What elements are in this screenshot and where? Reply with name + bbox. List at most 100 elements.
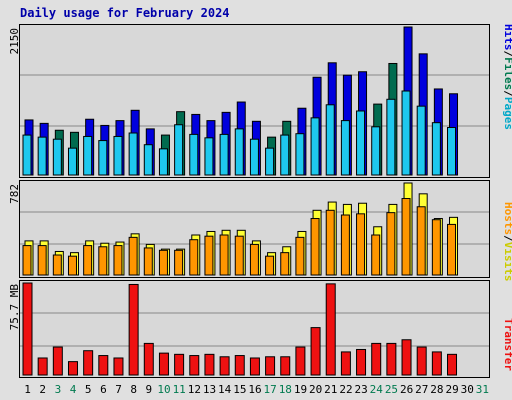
transfer-label: Transfer xyxy=(502,318,512,371)
hosts-bar xyxy=(386,212,396,276)
files-bar xyxy=(234,128,244,176)
files-bar xyxy=(416,105,426,176)
files-bar xyxy=(52,138,62,176)
transfer-bar xyxy=(158,352,169,376)
transfer-bar xyxy=(219,356,230,376)
transfer-ymax-label: 75.7 MB xyxy=(8,284,21,331)
hosts-bar xyxy=(356,213,366,276)
transfer-bar xyxy=(174,353,185,376)
transfer-bar xyxy=(113,357,124,376)
hits-label: Hits xyxy=(502,24,512,51)
chart-title: Daily usage for February 2024 xyxy=(20,6,230,20)
files-bar xyxy=(371,126,381,176)
transfer-bar xyxy=(325,283,336,376)
transfer-bar xyxy=(280,356,291,376)
hits-files-pages-label: Hits/Files/Pages xyxy=(502,24,512,130)
transfer-bar xyxy=(204,353,215,376)
x-tick-label: 26 xyxy=(400,383,413,396)
files-bar xyxy=(174,124,184,176)
files-bar xyxy=(431,122,441,176)
files-bar xyxy=(447,127,457,176)
x-tick-label: 6 xyxy=(100,383,107,396)
files-label: Files xyxy=(502,57,512,90)
label-slash: / xyxy=(502,90,512,97)
transfer-bar xyxy=(52,346,63,376)
hosts-visits-label: Hosts/Visits xyxy=(502,202,512,282)
x-axis-labels: 1 2 3 4 5 6 7 8 9 10 11 12 13 14 15 16 17 18 19 20 21 22 23 24 2… xyxy=(24,383,489,396)
transfer-bar xyxy=(22,282,33,376)
hosts-bar xyxy=(113,245,123,276)
transfer-bar xyxy=(249,357,260,376)
files-bar xyxy=(356,110,366,176)
x-tick-label: 28 xyxy=(430,383,443,396)
transfer-bar xyxy=(189,355,200,376)
hits-ymax-label: 2150 xyxy=(8,28,21,55)
transfer-bar xyxy=(356,348,367,376)
hosts-bar xyxy=(431,219,441,276)
x-tick-label: 29 xyxy=(445,383,458,396)
x-tick-label: 13 xyxy=(203,383,216,396)
files-bar xyxy=(98,140,108,176)
x-tick-label: 3 xyxy=(55,383,62,396)
files-bar xyxy=(265,147,275,176)
x-tick-label: 10 xyxy=(157,383,170,396)
x-tick-label: 23 xyxy=(355,383,368,396)
files-bar xyxy=(113,135,123,176)
hosts-bar xyxy=(143,247,153,276)
hosts-bar xyxy=(371,234,381,276)
transfer-bar xyxy=(98,355,109,376)
hosts-bar xyxy=(219,234,229,276)
hosts-bar xyxy=(401,198,411,276)
hosts-bar xyxy=(447,223,457,276)
files-bar xyxy=(143,144,153,176)
hosts-bar xyxy=(67,255,77,276)
transfer-bars xyxy=(22,282,458,376)
files-bar xyxy=(340,120,350,176)
x-tick-label: 27 xyxy=(415,383,428,396)
transfer-bar xyxy=(447,353,458,376)
hosts-bar xyxy=(128,236,138,276)
x-tick-label: 20 xyxy=(309,383,322,396)
hosts-bar xyxy=(189,239,199,276)
transfer-bar xyxy=(401,339,412,376)
files-bar xyxy=(189,133,199,176)
hosts-bar xyxy=(310,218,320,276)
x-tick-label: 24 xyxy=(370,383,384,396)
x-tick-label: 5 xyxy=(85,383,92,396)
hosts-bar xyxy=(280,252,290,276)
hosts-bar xyxy=(295,236,305,276)
transfer-bar xyxy=(37,357,48,376)
x-tick-label: 21 xyxy=(324,383,337,396)
transfer-bar xyxy=(67,361,78,376)
files-bar xyxy=(325,104,335,176)
hosts-bar xyxy=(37,245,47,276)
files-bar xyxy=(37,136,47,176)
files-bar xyxy=(128,132,138,176)
transfer-bar xyxy=(234,355,245,376)
visits-ymax-label: 782 xyxy=(8,184,21,204)
files-bar xyxy=(386,98,396,176)
x-tick-label: 17 xyxy=(264,383,277,396)
files-bar xyxy=(310,117,320,176)
x-tick-label: 4 xyxy=(70,383,77,396)
x-tick-label: 30 xyxy=(461,383,474,396)
hosts-bar xyxy=(83,245,93,276)
x-tick-label: 19 xyxy=(294,383,307,396)
hits-bars xyxy=(22,26,459,176)
hosts-bar xyxy=(249,243,259,276)
files-bar xyxy=(219,133,229,176)
transfer-bar xyxy=(371,342,382,376)
transfer-bar xyxy=(386,342,397,376)
hosts-bar xyxy=(325,209,335,276)
x-tick-label: 9 xyxy=(146,383,153,396)
x-tick-label: 15 xyxy=(233,383,246,396)
hosts-bar xyxy=(340,214,350,276)
hosts-bar xyxy=(98,246,108,276)
hosts-bar xyxy=(174,249,184,276)
pages-label: Pages xyxy=(502,97,512,130)
label-slash: / xyxy=(502,235,512,242)
transfer-bar xyxy=(295,346,306,376)
files-bar xyxy=(67,147,77,176)
transfer-bar xyxy=(265,356,276,376)
